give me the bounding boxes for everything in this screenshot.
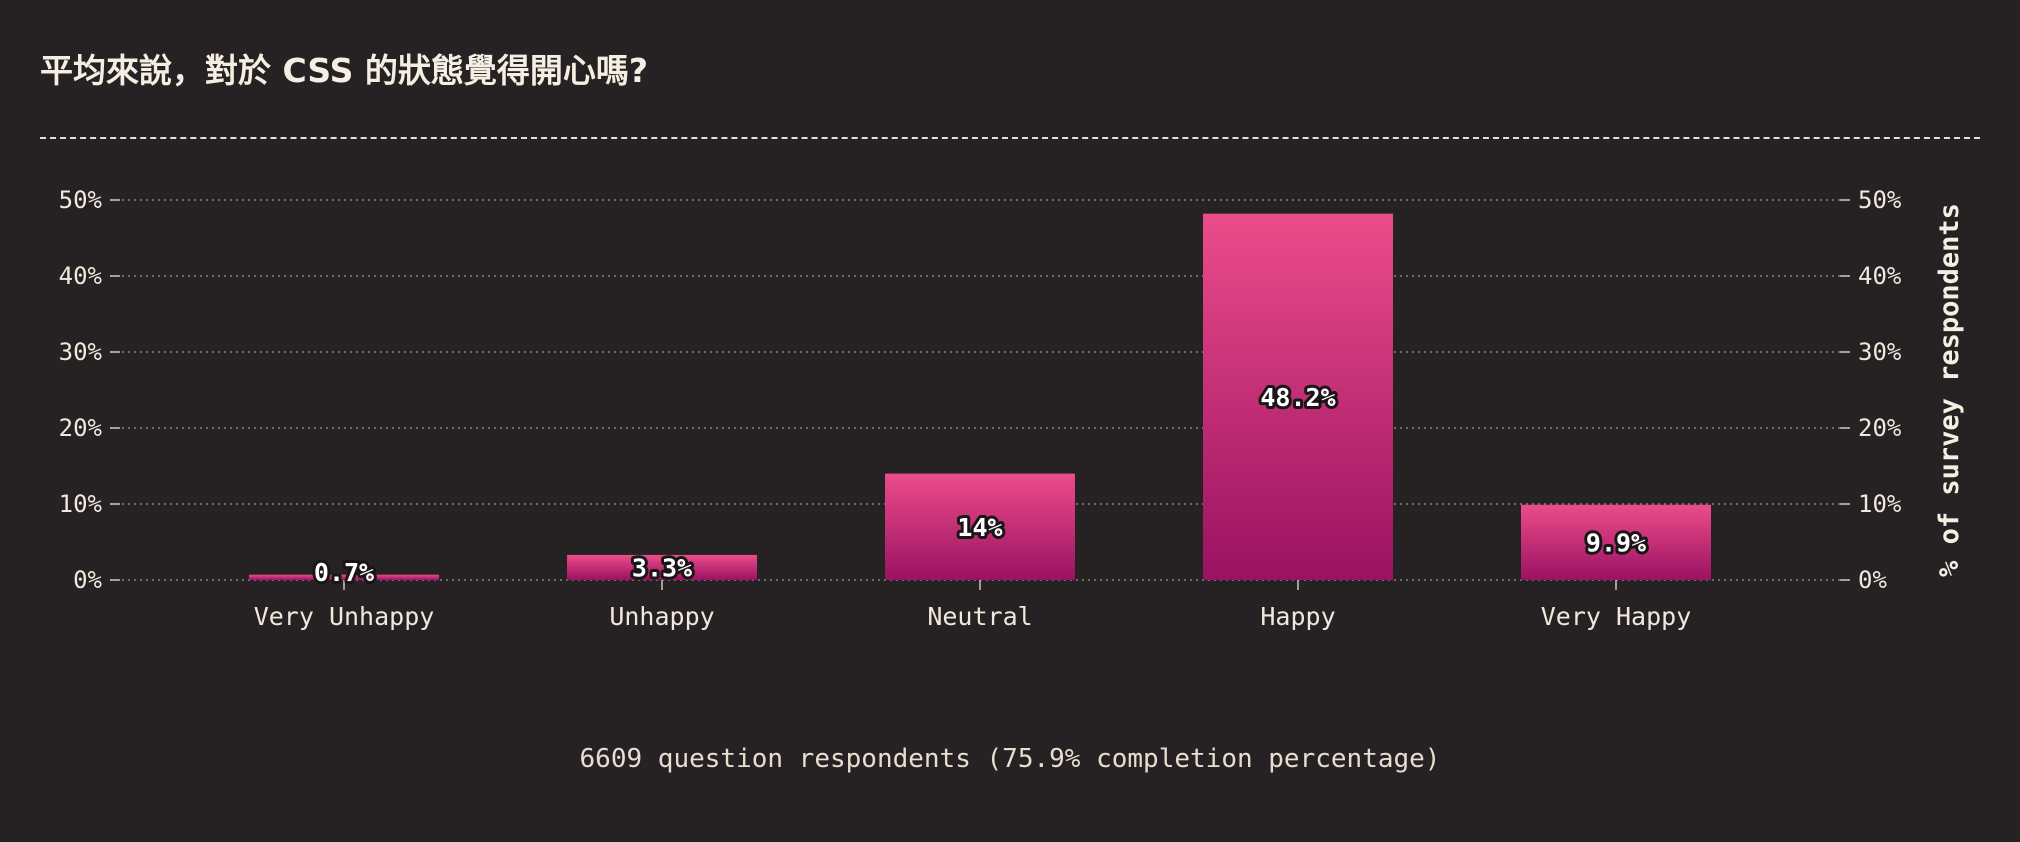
bar-value-label: 9.9% [1586,528,1646,557]
x-category-label: Very Unhappy [254,602,435,631]
bars [249,213,1711,580]
bar-chart: 0% 0% 10% 10% 20% 20% 30% 30% 40% 40% 50% 50% Very … [59,186,1965,631]
y-tick-label-left: 40% [59,262,103,290]
y-tick-label-right: 40% [1858,262,1902,290]
bar-value-label: 0.7% [314,558,374,587]
y-axis-title: % of survey respondents [1934,203,1965,577]
x-axis-categories: Very Unhappy Unhappy Neutral Happy Very Happ… [254,580,1692,631]
bar [1203,213,1393,580]
y-tick-label-right: 10% [1858,490,1902,518]
y-axis-ticks: 0% 0% 10% 10% 20% 20% 30% 30% 40% 40% 50% 50% [59,186,1902,594]
respondents-footer: 6609 question respondents (75.9% complet… [579,744,1441,774]
y-tick-label-right: 20% [1858,414,1902,442]
y-tick-label-right: 0% [1858,566,1887,594]
bar-value-label: 48.2% [1260,383,1335,412]
x-category-label: Neutral [927,602,1032,631]
bar [249,574,439,580]
x-category-label: Unhappy [609,602,714,631]
bar-value-label: 14% [957,513,1002,542]
bar [567,554,757,580]
x-category-label: Very Happy [1541,602,1692,631]
y-tick-label-left: 0% [73,566,102,594]
x-category-label: Happy [1260,602,1335,631]
y-tick-label-left: 30% [59,338,103,366]
chart-title: 平均來說，對於 CSS 的狀態覺得開心嗎? [40,51,649,90]
bar-value-label: 3.3% [632,553,692,582]
y-tick-label-left: 20% [59,414,103,442]
y-tick-label-left: 50% [59,186,103,214]
y-tick-label-left: 10% [59,490,103,518]
y-tick-label-right: 30% [1858,338,1902,366]
title-divider [40,137,1980,139]
value-labels: 0.7% 3.3% 14% 48.2% 9.9% [311,380,1649,590]
bar [1521,504,1711,580]
bar [885,473,1075,580]
y-tick-label-right: 50% [1858,186,1902,214]
